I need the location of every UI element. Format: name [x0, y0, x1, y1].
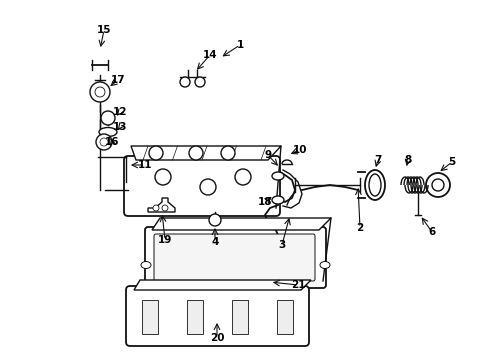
Text: 21: 21	[291, 280, 305, 290]
Bar	[142, 300, 158, 334]
Text: 20: 20	[210, 333, 224, 343]
Circle shape	[432, 179, 444, 191]
Circle shape	[162, 205, 168, 211]
Circle shape	[221, 146, 235, 160]
Text: 13: 13	[113, 122, 127, 132]
Ellipse shape	[320, 261, 330, 269]
Bar	[277, 300, 293, 334]
Text: 1: 1	[236, 40, 244, 50]
FancyBboxPatch shape	[145, 227, 326, 288]
Polygon shape	[131, 146, 281, 160]
Circle shape	[209, 214, 221, 226]
Circle shape	[235, 169, 251, 185]
Ellipse shape	[99, 127, 117, 136]
FancyBboxPatch shape	[126, 286, 309, 346]
Bar	[232, 300, 248, 334]
Circle shape	[153, 205, 159, 211]
Circle shape	[155, 169, 171, 185]
Circle shape	[90, 82, 110, 102]
Ellipse shape	[365, 170, 385, 200]
Text: 6: 6	[428, 227, 436, 237]
Text: 12: 12	[113, 107, 127, 117]
Circle shape	[180, 77, 190, 87]
Circle shape	[200, 179, 216, 195]
Ellipse shape	[272, 172, 284, 180]
Circle shape	[101, 111, 115, 125]
Text: 8: 8	[404, 155, 412, 165]
Text: 17: 17	[111, 75, 125, 85]
Text: 11: 11	[138, 160, 152, 170]
Text: 3: 3	[278, 240, 286, 250]
Text: 15: 15	[97, 25, 111, 35]
Circle shape	[100, 138, 108, 146]
Text: 4: 4	[211, 237, 219, 247]
Text: 19: 19	[158, 235, 172, 245]
Ellipse shape	[272, 196, 284, 204]
Text: 14: 14	[203, 50, 217, 60]
Text: 2: 2	[356, 223, 364, 233]
FancyBboxPatch shape	[124, 156, 280, 216]
Text: 18: 18	[258, 197, 272, 207]
Circle shape	[95, 87, 105, 97]
Circle shape	[189, 146, 203, 160]
Text: 5: 5	[448, 157, 456, 167]
Bar	[187, 300, 203, 334]
Ellipse shape	[141, 261, 151, 269]
Text: 9: 9	[265, 150, 271, 160]
FancyBboxPatch shape	[154, 234, 315, 281]
Polygon shape	[152, 218, 331, 230]
Text: 16: 16	[105, 137, 119, 147]
Polygon shape	[148, 198, 175, 212]
Ellipse shape	[369, 174, 381, 196]
Polygon shape	[134, 280, 311, 290]
Circle shape	[96, 134, 112, 150]
Text: 10: 10	[293, 145, 307, 155]
Circle shape	[426, 173, 450, 197]
Circle shape	[149, 146, 163, 160]
Text: 7: 7	[374, 155, 382, 165]
Circle shape	[195, 77, 205, 87]
